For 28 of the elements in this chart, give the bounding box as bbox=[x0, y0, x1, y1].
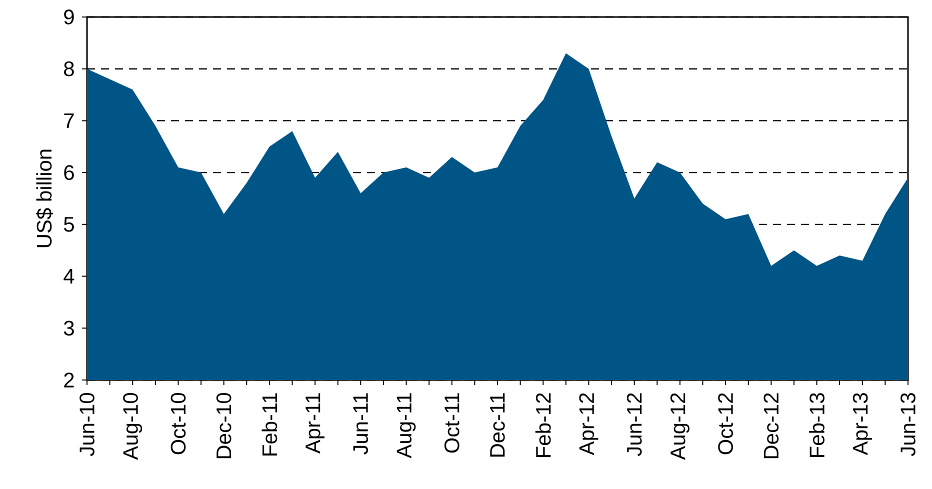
x-tick-label: Dec-10 bbox=[216, 393, 232, 458]
y-tick-label: 6 bbox=[64, 165, 74, 180]
x-tick-label: Feb-13 bbox=[809, 393, 824, 457]
y-tick-label: 7 bbox=[64, 113, 74, 128]
x-tick-label: Apr-12 bbox=[579, 393, 598, 456]
x-tick-label: Jun-12 bbox=[626, 393, 642, 456]
x-tick-label: Oct-10 bbox=[170, 393, 186, 454]
y-axis-title: US$ billion bbox=[36, 150, 53, 248]
x-tick-label: Jun-13 bbox=[900, 393, 916, 456]
y-tick-label: 4 bbox=[64, 269, 74, 284]
y-tick-label: 5 bbox=[64, 217, 74, 232]
x-tick-label: Aug-11 bbox=[396, 393, 416, 458]
x-tick-label: Apr-13 bbox=[852, 393, 872, 456]
x-tick-label: Aug-10 bbox=[123, 393, 142, 460]
y-tick-label: 3 bbox=[64, 320, 74, 336]
y-tick-label: 2 bbox=[64, 372, 74, 388]
x-tick-label: Oct-11 bbox=[444, 393, 460, 453]
x-tick-label: Feb-12 bbox=[535, 393, 551, 457]
x-tick-label: Apr-11 bbox=[306, 393, 324, 454]
x-tick-label: Jun-10 bbox=[80, 393, 94, 456]
x-tick-label: Aug-12 bbox=[670, 393, 690, 460]
y-tick-label: 8 bbox=[64, 61, 74, 76]
x-tick-label: Dec-11 bbox=[490, 393, 505, 457]
x-tick-label: Dec-12 bbox=[764, 393, 779, 458]
x-tick-label: Feb-11 bbox=[262, 393, 278, 456]
x-tick-label: Oct-12 bbox=[718, 393, 733, 454]
y-tick-label: 9 bbox=[64, 10, 74, 24]
x-tick-label: Jun-11 bbox=[353, 393, 368, 455]
